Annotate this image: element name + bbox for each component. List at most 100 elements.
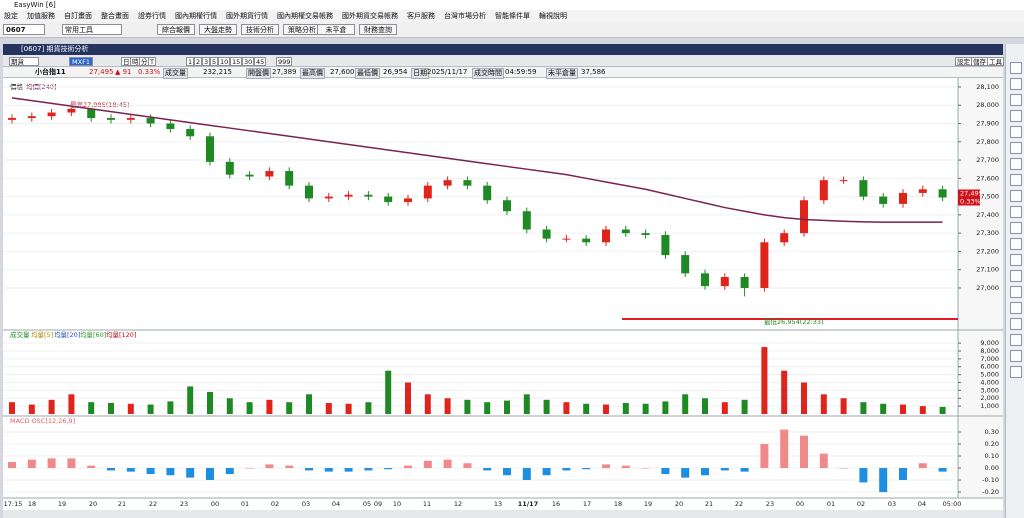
market-combo[interactable]: 期貨 xyxy=(9,57,39,66)
period-button[interactable]: T xyxy=(148,57,156,66)
candle-body xyxy=(661,234,670,256)
candle-body xyxy=(879,196,888,204)
symbol-combo[interactable]: MXF1 xyxy=(69,57,93,66)
side-icon[interactable] xyxy=(1010,334,1022,346)
price-tick-label: 27,100 xyxy=(976,266,999,274)
toolbar-button[interactable]: 策略分析 xyxy=(283,24,321,35)
menu-item[interactable]: 國外期貨交易帳務 xyxy=(342,12,398,20)
macd-bar xyxy=(681,468,690,478)
menu-item[interactable]: 國內期權交易帳務 xyxy=(277,12,333,20)
macd-bar xyxy=(8,462,16,469)
side-icon[interactable] xyxy=(1010,270,1022,282)
right-button[interactable]: 儲存 xyxy=(971,57,988,66)
field-value: 27,389 xyxy=(272,68,297,76)
price-tick-label: 27,900 xyxy=(976,119,999,127)
side-icon[interactable] xyxy=(1010,206,1022,218)
right-button[interactable]: 工具 xyxy=(987,57,1004,66)
minute-button[interactable]: 10 xyxy=(218,57,231,66)
menu-item[interactable]: 整合畫面 xyxy=(101,12,129,20)
volume-tick-label: 7,000 xyxy=(980,355,999,363)
x-tick-label: 01 xyxy=(827,500,835,508)
minute-button[interactable]: 15 xyxy=(230,57,243,66)
minute-button[interactable]: 2 xyxy=(194,57,203,66)
right-button[interactable]: 設定 xyxy=(955,57,972,66)
code-combo[interactable]: 0607 xyxy=(3,24,45,35)
side-icon[interactable] xyxy=(1010,62,1022,74)
minute-button[interactable]: 5 xyxy=(210,57,219,66)
ma-line xyxy=(11,97,943,223)
candle-body xyxy=(166,123,175,129)
side-icon[interactable] xyxy=(1010,366,1022,378)
price-tick-label: 27,700 xyxy=(976,156,999,164)
menu-item[interactable]: 客戶服務 xyxy=(407,12,435,20)
minute-button[interactable]: 1 xyxy=(186,57,195,66)
minute-button[interactable]: 45 xyxy=(254,57,267,66)
minute-button[interactable]: 30 xyxy=(242,57,255,66)
toolbar-button[interactable]: 財務查詢 xyxy=(359,24,397,35)
side-icon[interactable] xyxy=(1010,158,1022,170)
menu-item[interactable]: 加值服務 xyxy=(27,12,55,20)
side-icon[interactable] xyxy=(1010,222,1022,234)
side-icon[interactable] xyxy=(1010,318,1022,330)
toolbar-button[interactable]: 未平倉 xyxy=(317,24,355,35)
volume-bar xyxy=(464,399,471,414)
menu-item[interactable]: 國外期貨行情 xyxy=(226,12,268,20)
menu-item[interactable]: 輪視說明 xyxy=(539,12,567,20)
macd-bar xyxy=(87,465,96,469)
side-icon[interactable] xyxy=(1010,254,1022,266)
macd-bar xyxy=(423,460,432,469)
macd-bar xyxy=(166,468,175,476)
side-icon[interactable] xyxy=(1010,238,1022,250)
candle-body xyxy=(384,196,393,203)
macd-bar xyxy=(503,468,511,476)
toolbar-button[interactable]: 綜合報價 xyxy=(157,24,195,35)
macd-bar xyxy=(760,444,769,469)
title-bar: EasyWin [6] xyxy=(0,0,1024,10)
macd-tick-label: 0.30 xyxy=(985,428,999,436)
side-icon[interactable] xyxy=(1010,142,1022,154)
side-icon[interactable] xyxy=(1010,302,1022,314)
minute-button[interactable]: 3 xyxy=(202,57,211,66)
field-label: 未平倉量 xyxy=(546,68,578,79)
volume-bar xyxy=(820,394,827,414)
candle-body xyxy=(542,229,551,239)
volume-legend: 均量[120] xyxy=(106,330,136,339)
volume-bar xyxy=(444,398,451,414)
candle-body xyxy=(245,174,254,177)
candle-body xyxy=(206,136,214,162)
menu-item[interactable]: 台灣市場分析 xyxy=(444,12,486,20)
macd-bar xyxy=(404,465,412,469)
volume-bar xyxy=(306,394,312,414)
side-icon[interactable] xyxy=(1010,110,1022,122)
macd-bar xyxy=(67,458,76,469)
side-icon[interactable] xyxy=(1010,350,1022,362)
menu-item[interactable]: 自訂畫面 xyxy=(64,12,92,20)
volume-bar xyxy=(603,404,609,414)
side-icon[interactable] xyxy=(1010,126,1022,138)
x-tick-label: 05:00 xyxy=(943,500,962,508)
toolbar-button[interactable]: 大盤走勢 xyxy=(199,24,237,35)
volume-bar xyxy=(860,402,867,414)
candle-body xyxy=(918,189,927,193)
menu-item[interactable]: 國內期權行情 xyxy=(175,12,217,20)
side-icon[interactable] xyxy=(1010,190,1022,202)
menu-item[interactable]: 設定 xyxy=(4,12,18,20)
side-icon[interactable] xyxy=(1010,174,1022,186)
macd-bar xyxy=(245,468,254,469)
candle-body xyxy=(602,229,610,243)
side-icon[interactable] xyxy=(1010,286,1022,298)
macd-bar xyxy=(206,468,214,481)
toolbar-button[interactable]: 技術分析 xyxy=(241,24,279,35)
field-value: 37,586 xyxy=(581,68,606,76)
candle-body xyxy=(186,128,195,137)
side-icon[interactable] xyxy=(1010,78,1022,90)
volume-bar xyxy=(147,404,154,414)
count-box[interactable]: 999 xyxy=(276,57,292,66)
tools-combo[interactable]: 常用工具 xyxy=(62,24,122,35)
menu-item[interactable]: 智能條件單 xyxy=(495,12,530,20)
side-icon[interactable] xyxy=(1010,94,1022,106)
macd-tick-label: -0.20 xyxy=(982,488,999,496)
menu-item[interactable]: 證券行情 xyxy=(138,12,166,20)
price-tick-label: 28,100 xyxy=(976,83,999,91)
volume-tick-label: 6,000 xyxy=(980,363,999,371)
